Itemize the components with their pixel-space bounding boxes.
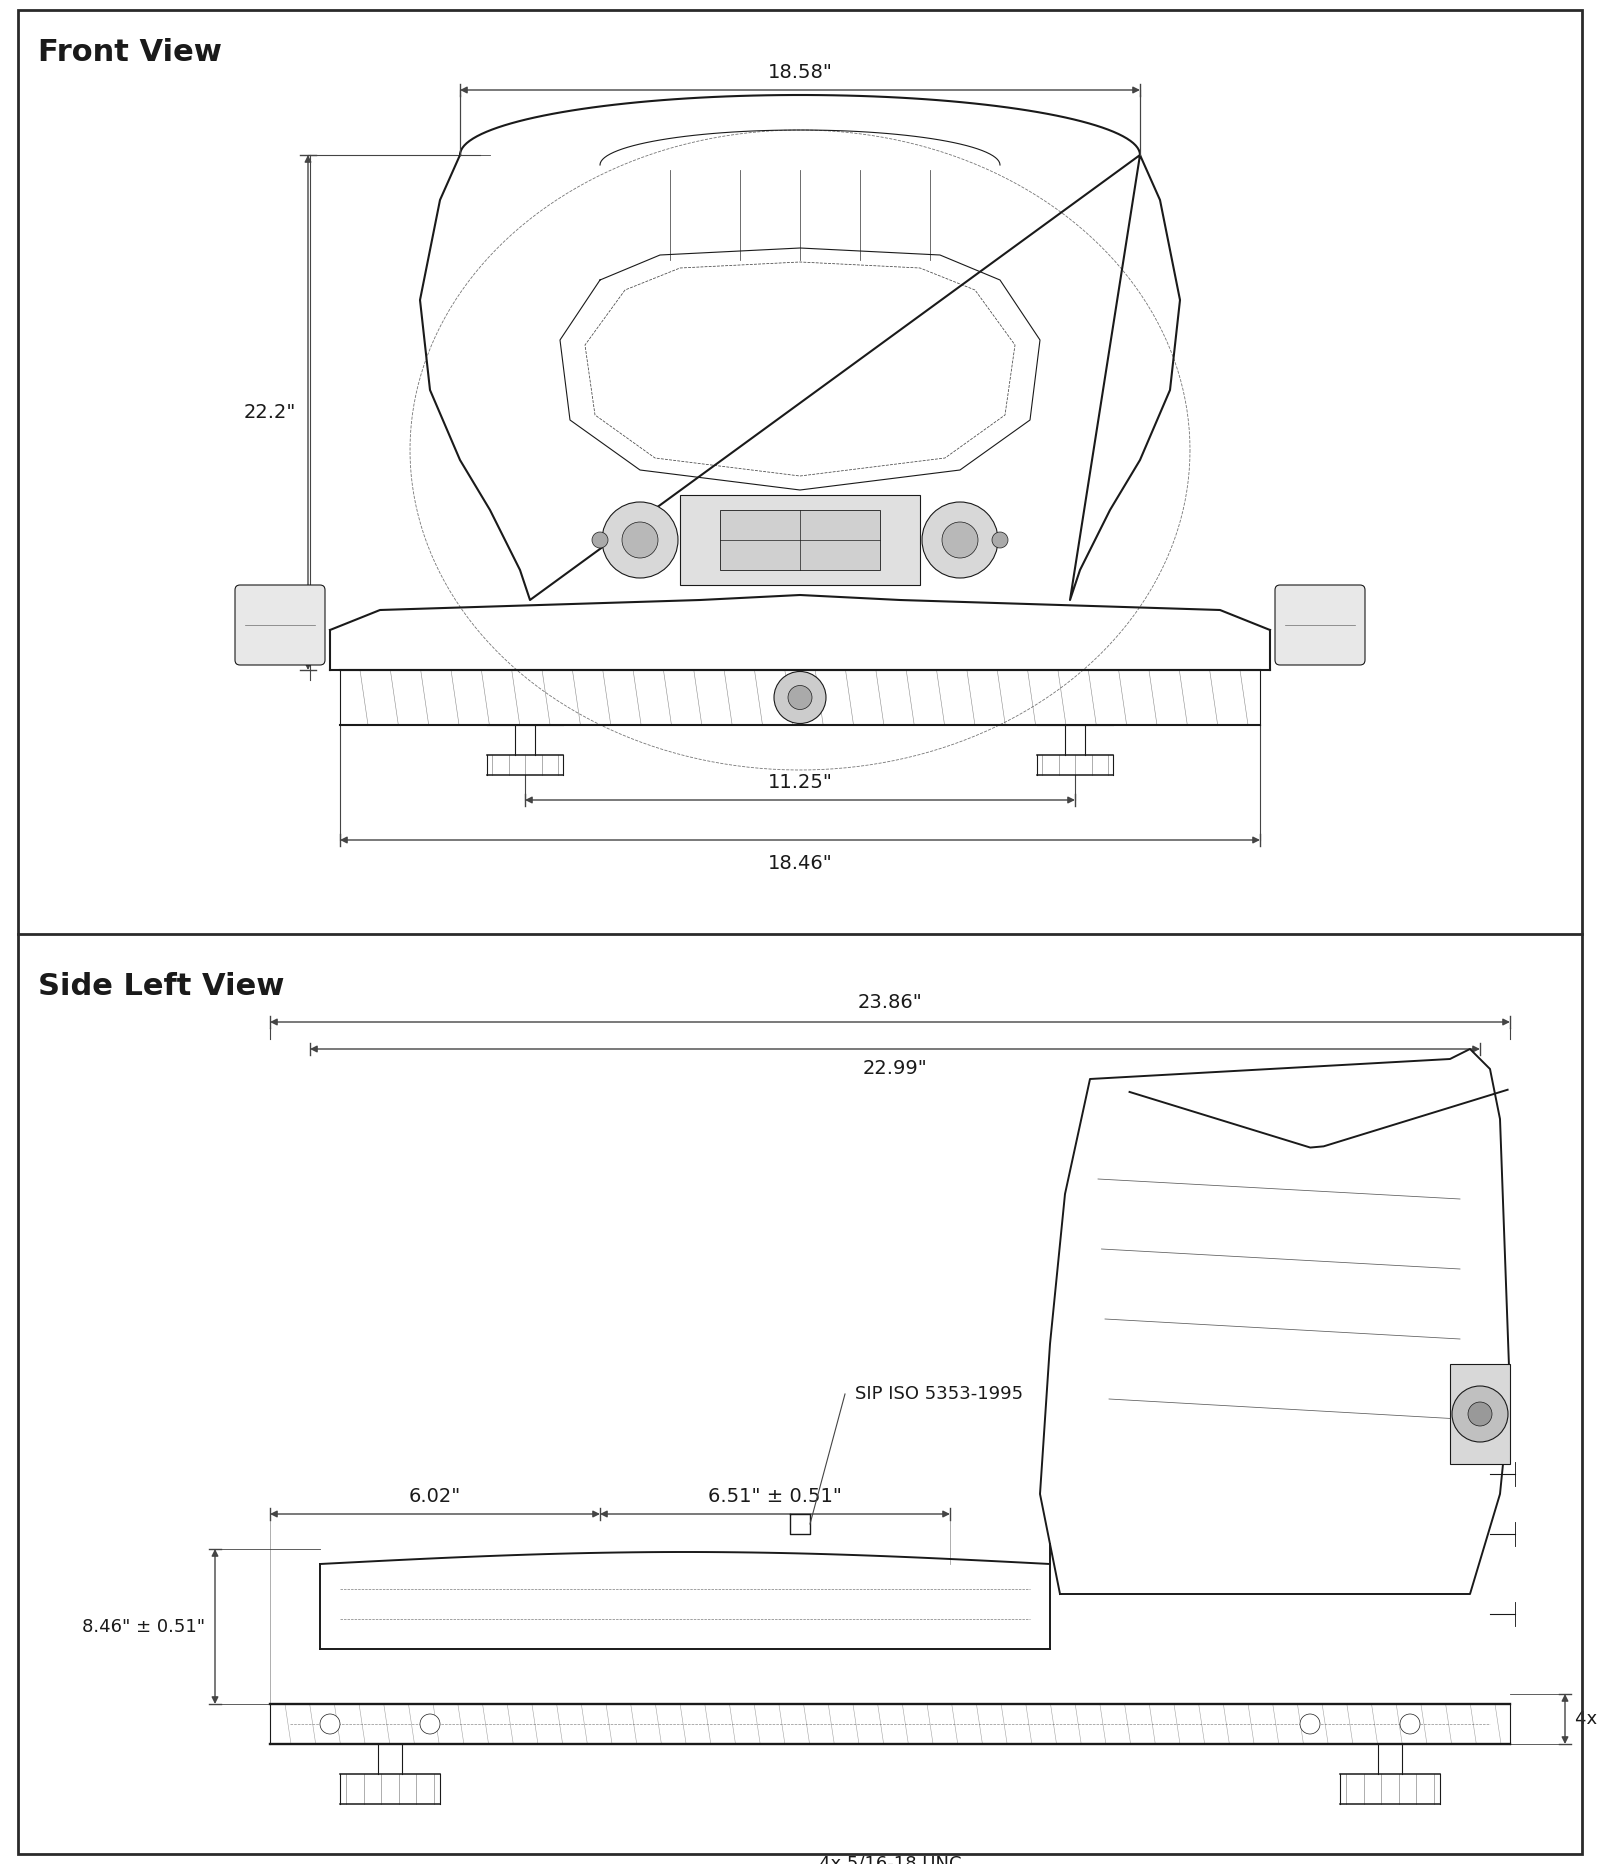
Bar <box>720 511 880 570</box>
Bar <box>680 496 920 585</box>
Circle shape <box>1453 1387 1507 1443</box>
Circle shape <box>602 501 678 578</box>
Circle shape <box>787 686 813 710</box>
Text: 22.2": 22.2" <box>243 403 296 421</box>
Circle shape <box>622 522 658 557</box>
Text: 8.46" ± 0.51": 8.46" ± 0.51" <box>82 1618 205 1635</box>
Circle shape <box>992 531 1008 548</box>
FancyBboxPatch shape <box>235 585 325 665</box>
Text: Front View: Front View <box>38 37 222 67</box>
Text: Side Left View: Side Left View <box>38 971 285 1001</box>
Circle shape <box>1299 1715 1320 1734</box>
Text: 4x 1": 4x 1" <box>1574 1709 1600 1728</box>
Circle shape <box>419 1715 440 1734</box>
Text: 4x 5/16-18 UNC: 4x 5/16-18 UNC <box>819 1855 962 1864</box>
Circle shape <box>942 522 978 557</box>
Circle shape <box>774 671 826 723</box>
Circle shape <box>320 1715 339 1734</box>
Text: 23.86": 23.86" <box>858 994 922 1012</box>
Text: SIP ISO 5353-1995: SIP ISO 5353-1995 <box>854 1385 1022 1404</box>
Circle shape <box>922 501 998 578</box>
Bar <box>1450 1364 1510 1463</box>
Text: 18.58": 18.58" <box>768 63 832 82</box>
Circle shape <box>1469 1402 1491 1426</box>
Text: 6.02": 6.02" <box>410 1487 461 1506</box>
Circle shape <box>1400 1715 1421 1734</box>
Text: 22.99": 22.99" <box>862 1059 928 1077</box>
Text: 6.51" ± 0.51": 6.51" ± 0.51" <box>709 1487 842 1506</box>
FancyBboxPatch shape <box>1275 585 1365 665</box>
Text: 18.46": 18.46" <box>768 854 832 872</box>
Text: 11.25": 11.25" <box>768 774 832 792</box>
Circle shape <box>592 531 608 548</box>
